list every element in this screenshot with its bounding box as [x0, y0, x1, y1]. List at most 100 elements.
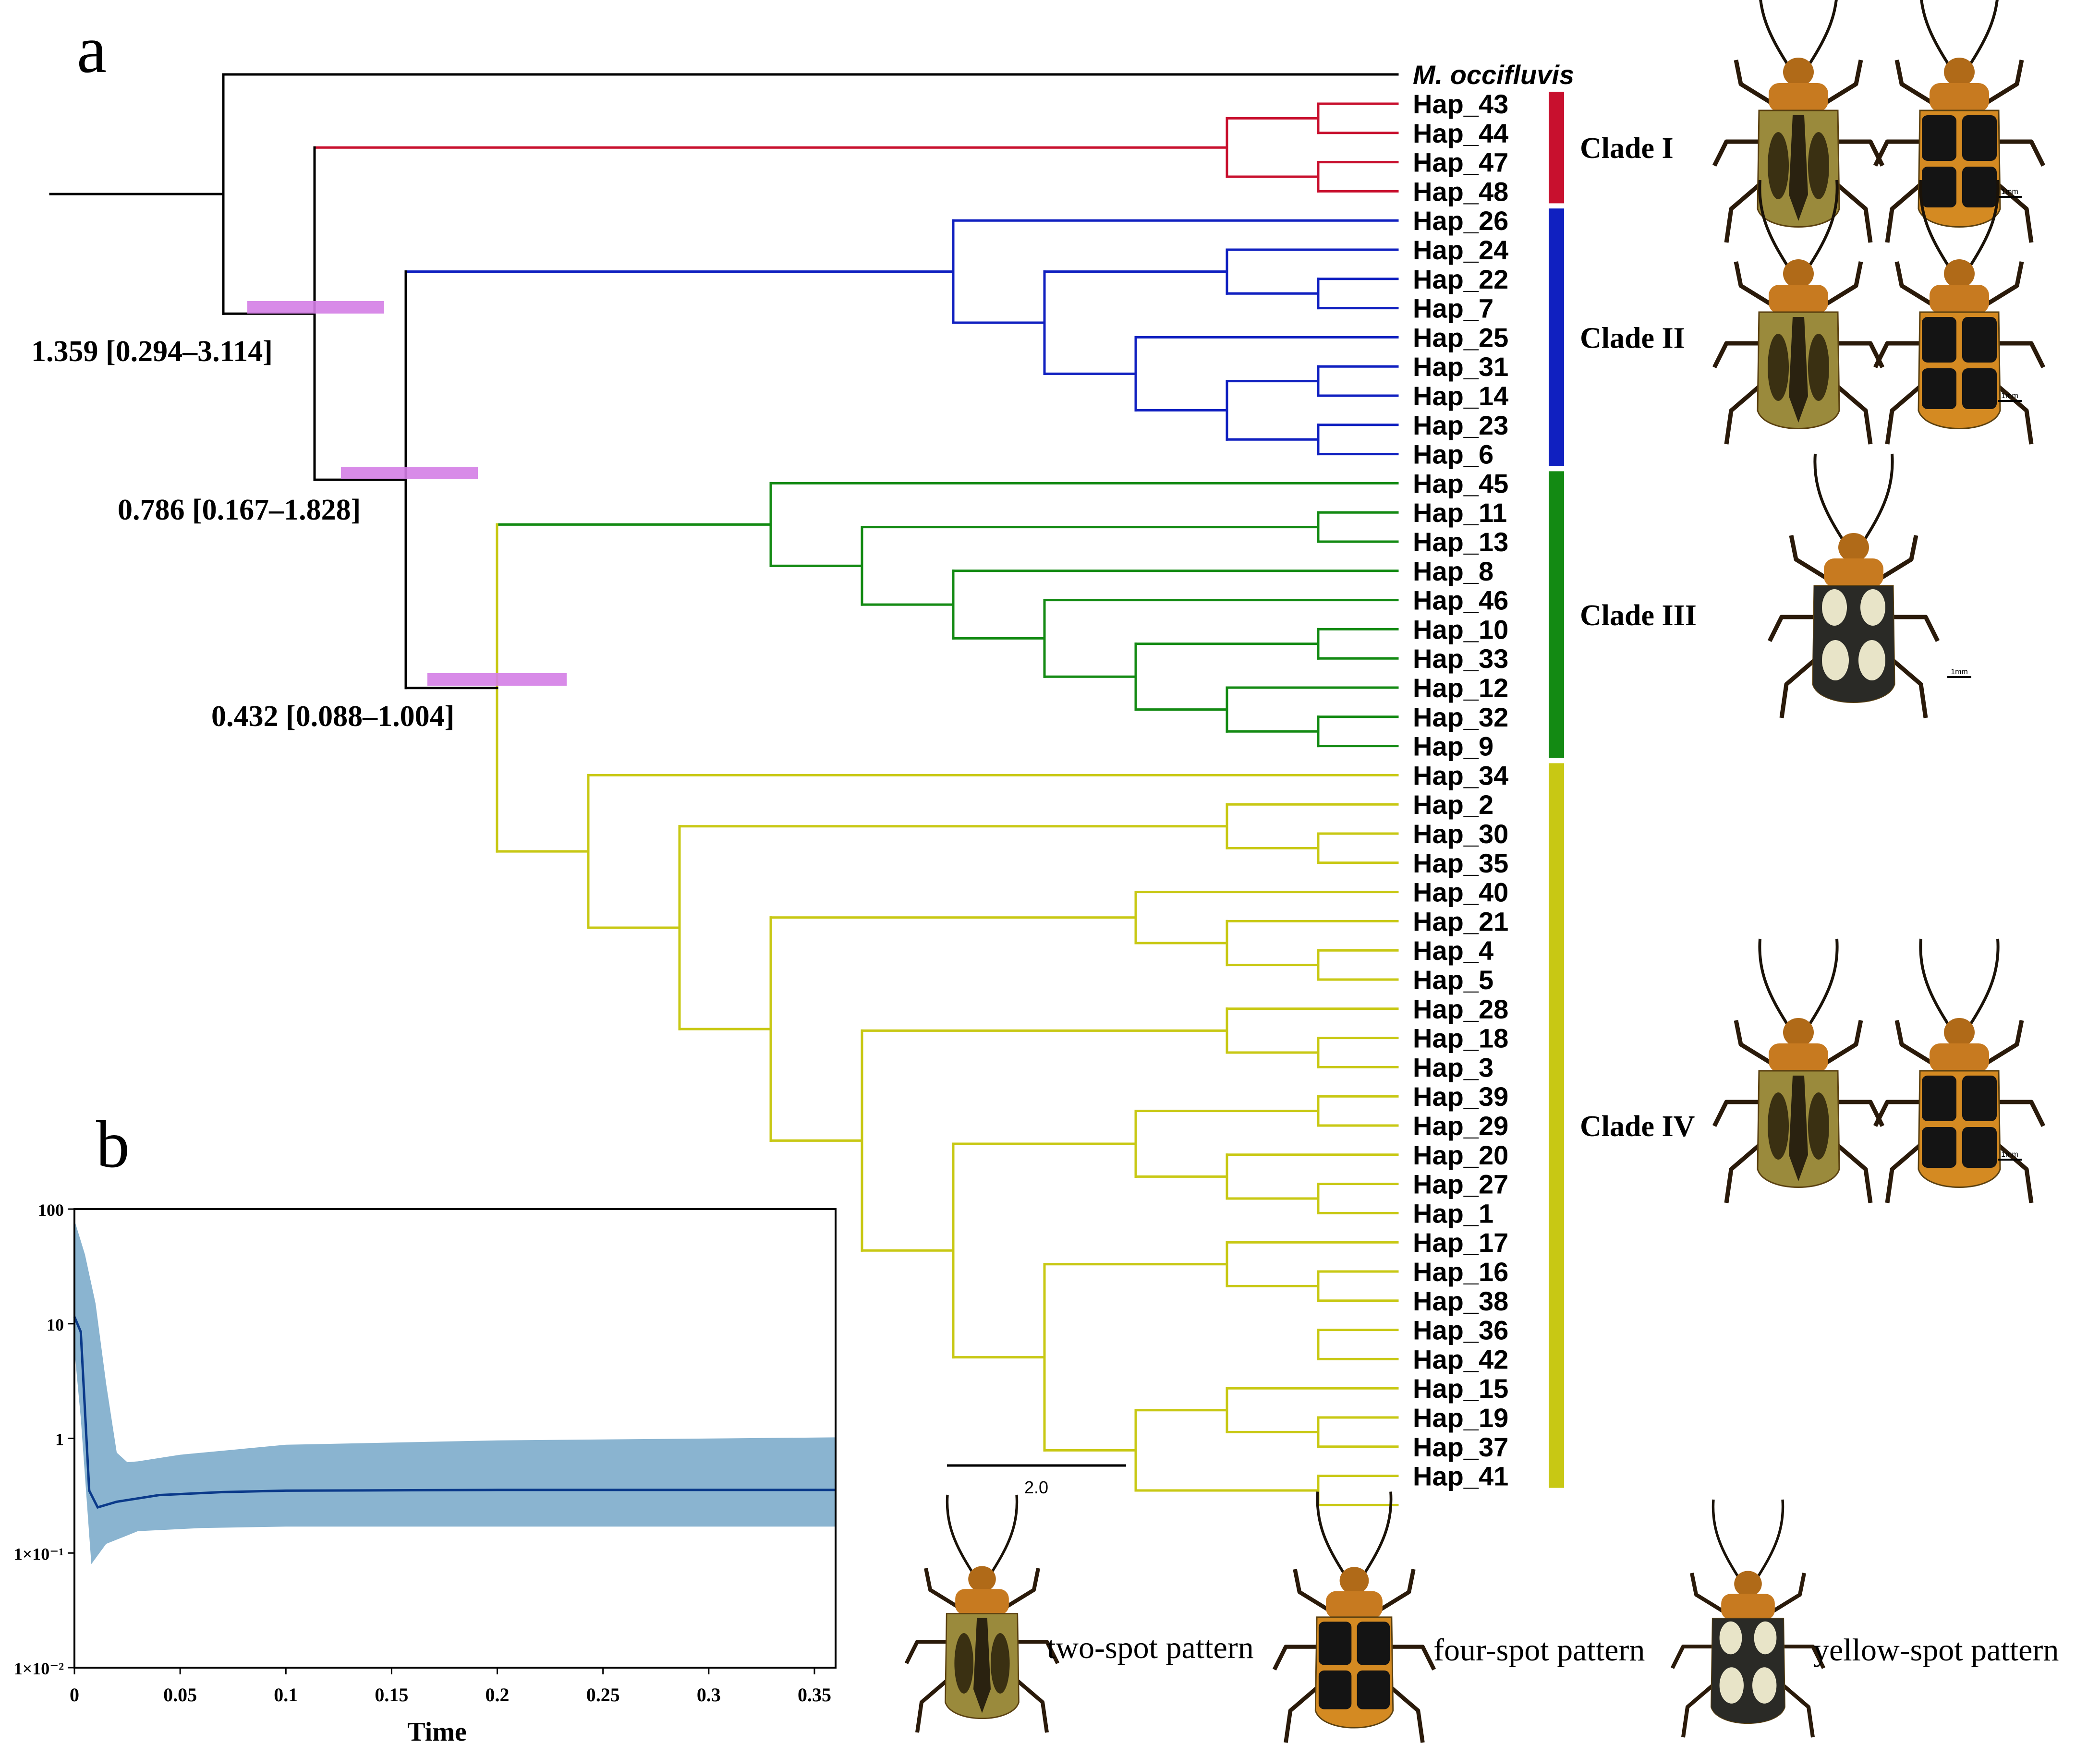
- node-age-3: 0.432 [0.088–1.004]: [211, 700, 454, 733]
- tip-label: Hap_31: [1413, 351, 1508, 382]
- tip-label: Hap_23: [1413, 410, 1508, 440]
- tip-label: Hap_48: [1413, 176, 1508, 206]
- tip-label: Hap_34: [1413, 760, 1508, 790]
- x-tick-label: 0.15: [375, 1684, 408, 1706]
- tip-label: Hap_17: [1413, 1227, 1508, 1258]
- clade-bar-2: [1549, 208, 1564, 466]
- tip-label: Hap_46: [1413, 585, 1508, 616]
- beetle-clade3-yellow-spot: [1767, 453, 1940, 718]
- x-axis-title: Time: [407, 1717, 466, 1747]
- legend-four-spot: four-spot pattern: [1433, 1633, 1645, 1668]
- y-tick-label: 100: [38, 1200, 64, 1220]
- tip-label: Hap_8: [1413, 556, 1493, 586]
- clade-label-1: Clade I: [1580, 132, 1674, 165]
- beetle-clade1-two-spot: [1712, 0, 1885, 243]
- y-tick-label: 1: [55, 1430, 64, 1449]
- tip-label: Hap_45: [1413, 468, 1508, 498]
- tip-label: Hap_33: [1413, 643, 1508, 674]
- panel-a-label: a: [77, 12, 107, 87]
- y-tick-label: 1×10⁻²: [14, 1659, 64, 1678]
- tip-label: Hap_4: [1413, 935, 1493, 966]
- skyline-plot-area: [73, 1220, 836, 1564]
- outgroup-label: M. occifluvis: [1413, 60, 1574, 90]
- tip-labels: M. occifluvisHap_43Hap_44Hap_47Hap_48Hap…: [1413, 60, 1574, 1491]
- specimen-scale-1-label: 1mm: [2001, 188, 2018, 196]
- clade-label-4: Clade IV: [1580, 1110, 1695, 1143]
- tip-label: Hap_18: [1413, 1023, 1508, 1054]
- tip-label: Hap_42: [1413, 1344, 1508, 1374]
- tip-label: Hap_43: [1413, 89, 1508, 119]
- clade-label-3: Clade III: [1580, 599, 1697, 632]
- x-tick-label: 0: [70, 1684, 79, 1706]
- tip-label: Hap_25: [1413, 322, 1508, 352]
- tree-scale-label: 2.0: [1024, 1477, 1048, 1497]
- tip-label: Hap_39: [1413, 1081, 1508, 1112]
- node-age-2: 0.786 [0.167–1.828]: [118, 494, 361, 526]
- x-tick-label: 0.1: [274, 1684, 298, 1706]
- beetle-clade4-four-spot: [1873, 938, 2046, 1203]
- tip-label: Hap_41: [1413, 1461, 1508, 1491]
- tip-label: Hap_36: [1413, 1315, 1508, 1345]
- beetle-clade4-two-spot: [1712, 938, 1885, 1203]
- hpd-band: [74, 1220, 836, 1564]
- clade-bar-3: [1549, 471, 1564, 758]
- tip-label: Hap_1: [1413, 1198, 1493, 1228]
- node-age-1: 1.359 [0.294–3.114]: [31, 335, 273, 368]
- tip-label: Hap_9: [1413, 731, 1493, 762]
- tip-label: Hap_37: [1413, 1432, 1508, 1462]
- tip-label: Hap_32: [1413, 702, 1508, 732]
- tip-label: Hap_22: [1413, 264, 1508, 294]
- legend-beetle-two-spot: [904, 1494, 1060, 1733]
- tip-label: Hap_7: [1413, 293, 1493, 324]
- x-tick-label: 0.25: [586, 1684, 620, 1706]
- y-tick-label: 10: [47, 1315, 64, 1334]
- x-tick-label: 0.35: [798, 1684, 831, 1706]
- legend-beetle-yellow-spot: [1670, 1499, 1826, 1738]
- legend-two-spot: two-spot pattern: [1047, 1630, 1254, 1665]
- tip-label: Hap_24: [1413, 235, 1508, 265]
- tip-label: Hap_26: [1413, 206, 1508, 236]
- tip-label: Hap_2: [1413, 789, 1493, 820]
- skyline-plot: 0 0.05 0.1 0.15 0.2 0.25 0.3 0.35 100 10 1 1×10⁻¹ 1×…: [14, 1200, 837, 1747]
- beetle-clade2-four-spot: [1873, 180, 2046, 445]
- node-age-labels: 1.359 [0.294–3.114] 0.786 [0.167–1.828] …: [31, 335, 454, 733]
- legend-yellow-spot: yellow-spot pattern: [1813, 1633, 2059, 1668]
- tip-label: Hap_6: [1413, 439, 1493, 470]
- specimen-scale-3-label: 1mm: [1951, 668, 1968, 676]
- tip-label: Hap_47: [1413, 147, 1508, 178]
- tip-label: Hap_21: [1413, 906, 1508, 936]
- skyline-axes: 0 0.05 0.1 0.15 0.2 0.25 0.3 0.35 100 10 1 1×10⁻¹ 1×…: [14, 1200, 831, 1706]
- tip-label: Hap_28: [1413, 994, 1508, 1024]
- pattern-legend: two-spot pattern four-spot pattern yello…: [1047, 1630, 2059, 1668]
- tip-label: Hap_30: [1413, 819, 1508, 849]
- phylogenetic-tree: [49, 73, 1399, 1506]
- tip-label: Hap_38: [1413, 1286, 1508, 1316]
- x-tick-label: 0.2: [486, 1684, 510, 1706]
- clade-label-2: Clade II: [1580, 322, 1685, 354]
- tip-label: Hap_15: [1413, 1373, 1508, 1404]
- tip-label: Hap_13: [1413, 527, 1508, 557]
- legend-beetle-four-spot: [1272, 1491, 1436, 1743]
- clade-bars: Clade I Clade II Clade III Clade IV: [1549, 92, 1697, 1488]
- tip-label: Hap_40: [1413, 877, 1508, 908]
- tree-scale-bar: 2.0: [947, 1464, 1126, 1497]
- clade-bar-4: [1549, 763, 1564, 1488]
- beetle-clade2-two-spot: [1712, 180, 1885, 445]
- median-line: [73, 1316, 836, 1509]
- hpd-bar-1: [247, 301, 384, 314]
- specimen-scale-2-label: 1mm: [2001, 392, 2018, 400]
- y-tick-label: 1×10⁻¹: [14, 1544, 64, 1563]
- tip-label: Hap_3: [1413, 1052, 1493, 1082]
- hpd-bar-2: [341, 467, 478, 479]
- tip-label: Hap_12: [1413, 673, 1508, 703]
- tip-label: Hap_29: [1413, 1111, 1508, 1141]
- specimen-photos: 1mm 1mm 1mm 1mm: [904, 0, 2046, 1743]
- beetle-clade1-four-spot: [1873, 0, 2046, 243]
- clade-bar-1: [1549, 92, 1564, 204]
- hpd-bar-3: [427, 673, 567, 686]
- tip-label: Hap_35: [1413, 848, 1508, 878]
- panel-b-label: b: [96, 1107, 130, 1182]
- tip-label: Hap_27: [1413, 1169, 1508, 1199]
- tip-label: Hap_19: [1413, 1403, 1508, 1433]
